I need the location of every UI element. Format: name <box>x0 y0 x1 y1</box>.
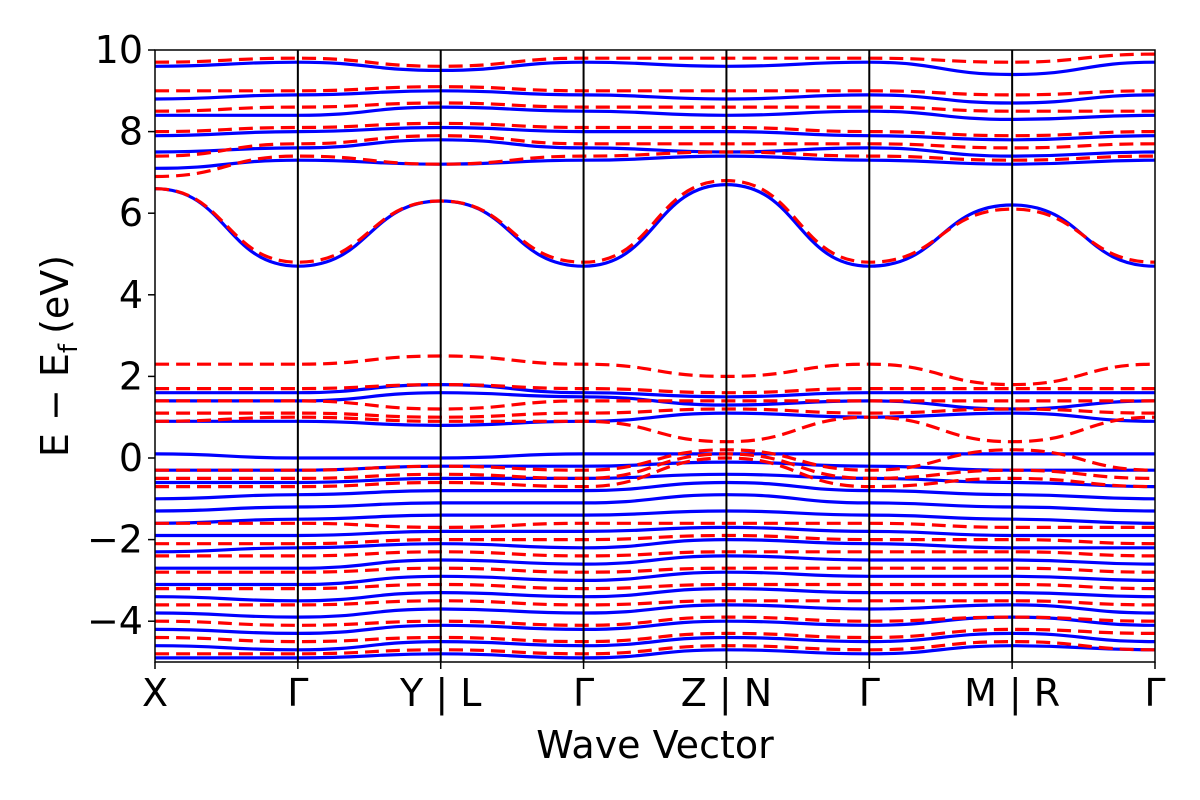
y-tick-label: −2 <box>87 518 143 562</box>
x-tick-label: Γ <box>573 671 594 715</box>
y-tick-label: 0 <box>119 436 143 480</box>
y-axis-label-unit: (eV) <box>33 255 77 334</box>
x-tick-label: Γ <box>1144 671 1165 715</box>
x-axis-label: Wave Vector <box>536 723 774 767</box>
segment-separators <box>296 50 1014 662</box>
band-line <box>155 627 1155 644</box>
y-axis-label-subscript: f <box>54 343 84 353</box>
dashed-series <box>155 52 1155 656</box>
band-line <box>155 521 1155 530</box>
band-line <box>155 138 1155 158</box>
band-line <box>155 415 1155 444</box>
band-line <box>155 472 1155 489</box>
x-tick-label: Y | L <box>399 671 481 716</box>
band-line <box>155 354 1155 387</box>
band-line <box>155 399 1155 411</box>
y-axis-label-main: E − E <box>33 353 77 457</box>
band-line <box>155 452 1155 481</box>
band-line <box>155 615 1155 636</box>
x-tick-label: Z | N <box>681 671 772 716</box>
band-line <box>155 582 1155 591</box>
band-line <box>155 480 1155 501</box>
y-tick-label: −4 <box>87 599 143 643</box>
band-line <box>155 586 1155 603</box>
y-axis-label: E − Ef (eV) <box>33 255 84 457</box>
band-line <box>155 407 1155 419</box>
band-line <box>155 509 1155 525</box>
band-line <box>155 631 1155 652</box>
band-line <box>155 101 1155 113</box>
band-line <box>155 89 1155 105</box>
plot-frame <box>154 49 1156 663</box>
band-line <box>155 52 1155 68</box>
y-tick-label: 10 <box>95 28 143 72</box>
x-tick-label: X <box>142 671 168 715</box>
band-line <box>155 134 1155 158</box>
band-line <box>155 411 1155 428</box>
y-tick-label: 6 <box>119 191 143 235</box>
band-line <box>155 456 1155 489</box>
y-tick-label: 4 <box>119 273 143 317</box>
band-line <box>155 603 1155 619</box>
x-axis-ticks: X Γ Y | L Γ Z | N Γ M | R Γ <box>142 662 1166 716</box>
band-line <box>155 382 1155 399</box>
band-line <box>155 533 1155 546</box>
x-tick-label: M | R <box>964 671 1060 716</box>
band-line <box>155 639 1155 656</box>
y-tick-label: 8 <box>119 110 143 154</box>
band-line <box>155 554 1155 570</box>
band-line <box>155 550 1155 558</box>
x-tick-label: Γ <box>287 671 308 715</box>
y-axis-ticks: −4 −2 0 2 4 6 8 10 <box>87 28 155 643</box>
band-line <box>155 599 1155 607</box>
y-tick-label: 2 <box>119 354 143 398</box>
band-line <box>155 644 1155 660</box>
band-line <box>155 121 1155 138</box>
band-line <box>155 525 1155 538</box>
band-line <box>155 105 1155 122</box>
band-line <box>155 493 1155 513</box>
x-tick-label: Γ <box>859 671 880 715</box>
band-line <box>155 452 1155 460</box>
band-line <box>155 125 1155 142</box>
band-line <box>155 537 1155 554</box>
band-line <box>155 448 1155 472</box>
band-line <box>155 182 1155 268</box>
bands-layer <box>155 52 1155 660</box>
band-line <box>155 178 1155 264</box>
band-line <box>155 85 1155 97</box>
band-line <box>155 382 1155 395</box>
band-line <box>155 570 1155 587</box>
band-line <box>155 566 1155 574</box>
band-line <box>155 60 1155 77</box>
band-line <box>155 154 1155 170</box>
